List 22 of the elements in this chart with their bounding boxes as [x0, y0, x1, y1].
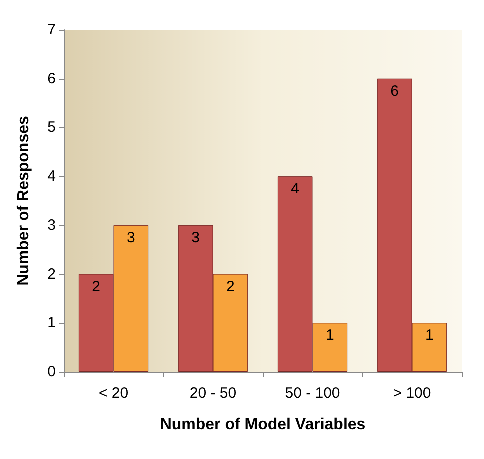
x-axis-title: Number of Model Variables	[160, 416, 366, 434]
y-tick-label: 2	[48, 266, 56, 283]
data-label: 3	[126, 229, 136, 246]
data-label: 1	[326, 327, 334, 344]
y-axis-title: Number of Responses	[16, 116, 32, 286]
y-tick-label: 7	[48, 22, 56, 38]
y-tick-label: 4	[48, 168, 56, 186]
y-tick-label: 0	[48, 364, 56, 380]
y-tick-label: 6	[48, 70, 56, 88]
x-tick-label: 50 - 100	[285, 385, 340, 402]
data-label: 6	[390, 82, 400, 100]
data-label: 3	[192, 229, 200, 246]
data-label: 2	[226, 278, 235, 296]
data-label: 1	[425, 327, 434, 344]
x-tick-label: < 20	[98, 385, 129, 402]
y-tick-label: 5	[48, 119, 56, 136]
y-tick-label: 3	[48, 216, 56, 234]
x-tick-label: 20 - 50	[190, 385, 237, 402]
x-tick-label: > 100	[393, 385, 432, 402]
y-tick-label: 1	[48, 314, 56, 332]
data-label: 4	[291, 180, 300, 198]
data-label: 2	[92, 278, 101, 296]
